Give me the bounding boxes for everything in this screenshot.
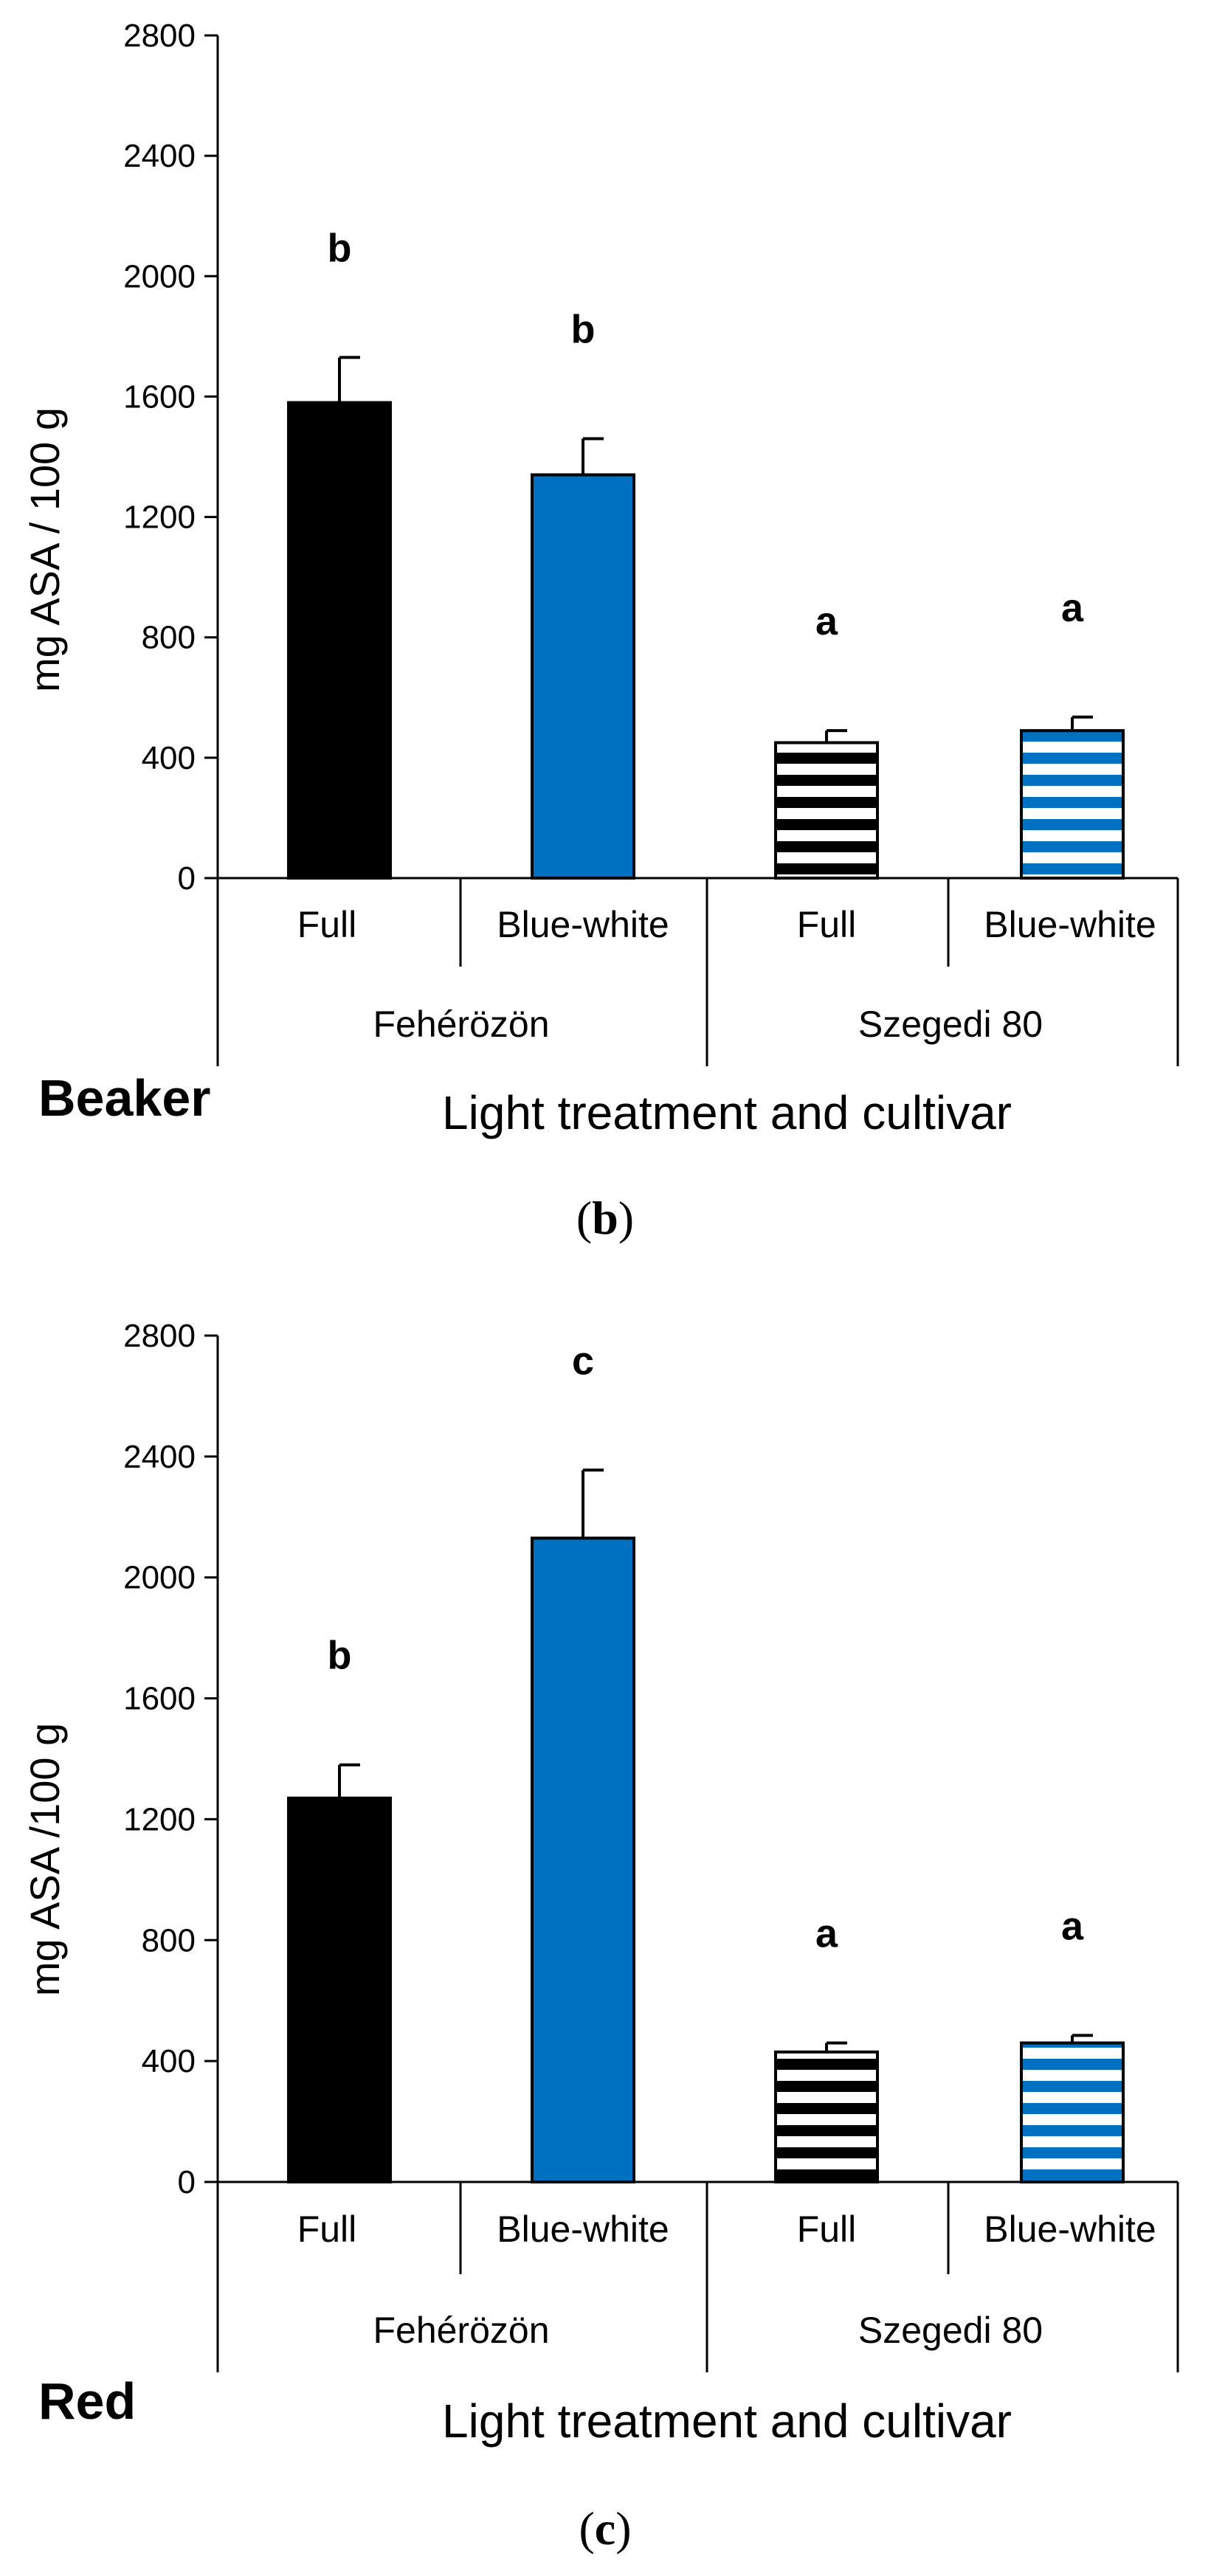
corner-label: Red (38, 2372, 136, 2430)
y-tick-label: 2000 (123, 1560, 196, 1596)
significance-letter: b (328, 226, 352, 270)
y-tick-label: 1600 (123, 379, 196, 415)
bars: b b a a (287, 226, 1125, 880)
panel-label: (c) (579, 2502, 631, 2555)
y-tick-labels: 0 400 800 1200 1600 2000 2400 2800 (123, 18, 196, 897)
bar-group: b (287, 1634, 392, 2184)
bar (1020, 2041, 1125, 2183)
x-axis-label: Light treatment and cultivar (442, 2394, 1012, 2448)
bar-group: a (774, 1912, 879, 2183)
y-tick-label: 2800 (123, 1318, 196, 1354)
bar (774, 741, 879, 880)
x-axis-label: Light treatment and cultivar (442, 1086, 1012, 1139)
significance-letter: c (572, 1339, 594, 1383)
y-tick-label: 0 (178, 860, 196, 897)
bar-group: b (531, 308, 635, 880)
category-label: Blue-white (984, 904, 1156, 945)
y-tick-label: 2000 (123, 258, 196, 294)
y-tick-label: 1200 (123, 500, 196, 536)
category-label: Blue-white (497, 904, 669, 945)
y-tick-label: 1600 (123, 1681, 196, 1717)
bar-group: b (287, 226, 392, 880)
group-label: Fehérözön (373, 1004, 549, 1045)
category-label: Blue-white (984, 2209, 1156, 2250)
category-labels: Full Blue-white Full Blue-white Fehérözön Sze… (297, 2209, 1156, 2351)
y-tick-label: 800 (142, 620, 196, 656)
bar-group: a (1020, 586, 1125, 880)
category-label: Full (797, 2209, 857, 2250)
category-label: Full (797, 904, 857, 945)
panel-label: (b) (576, 1192, 634, 1244)
group-label: Szegedi 80 (858, 1004, 1043, 1045)
bar (531, 1536, 635, 2183)
chart-panel-b: 0 400 800 1200 1600 2000 2400 2800 b b a a Full Blu… (21, 18, 1179, 1244)
y-tick-labels: 0 400 800 1200 1600 2000 2400 2800 (123, 1318, 196, 2200)
bar-group: a (774, 599, 879, 880)
bars: b c a a (287, 1339, 1125, 2184)
chart-panel-c: 0 400 800 1200 1600 2000 2400 2800 b c a a Full Blu… (21, 1318, 1179, 2555)
significance-letter: a (815, 1912, 838, 1956)
bar (531, 473, 635, 880)
y-tick-label: 800 (142, 1922, 196, 1958)
significance-letter: b (571, 308, 596, 352)
bar-group: a (1020, 1904, 1125, 2183)
significance-letter: a (815, 599, 838, 643)
y-axis-label: mg ASA /100 g (21, 1723, 68, 1996)
y-tick-label: 400 (142, 2043, 196, 2079)
category-labels: Full Blue-white Full Blue-white Fehérözön Sze… (297, 904, 1156, 1045)
group-label: Szegedi 80 (858, 2310, 1043, 2351)
bar (287, 401, 392, 880)
bar (1020, 729, 1125, 880)
significance-letter: a (1061, 586, 1084, 630)
bar (287, 1796, 392, 2184)
y-tick-label: 2400 (123, 138, 196, 174)
category-label: Blue-white (497, 2209, 669, 2250)
bar (774, 2050, 879, 2183)
y-tick-label: 400 (142, 740, 196, 776)
y-axis-label: mg ASA / 100 g (21, 407, 68, 692)
category-label: Full (297, 2209, 357, 2250)
y-tick-label: 2400 (123, 1439, 196, 1475)
significance-letter: a (1061, 1904, 1084, 1948)
panel-letter: c (595, 2502, 615, 2555)
significance-letter: b (328, 1634, 352, 1678)
corner-label: Beaker (38, 1069, 211, 1127)
y-tick-label: 2800 (123, 18, 196, 54)
panel-letter: b (592, 1192, 618, 1244)
y-tick-label: 0 (178, 2164, 196, 2200)
y-tick-label: 1200 (123, 1801, 196, 1837)
group-label: Fehérözön (373, 2310, 549, 2351)
bar-group: c (531, 1339, 635, 2183)
category-label: Full (297, 904, 357, 945)
